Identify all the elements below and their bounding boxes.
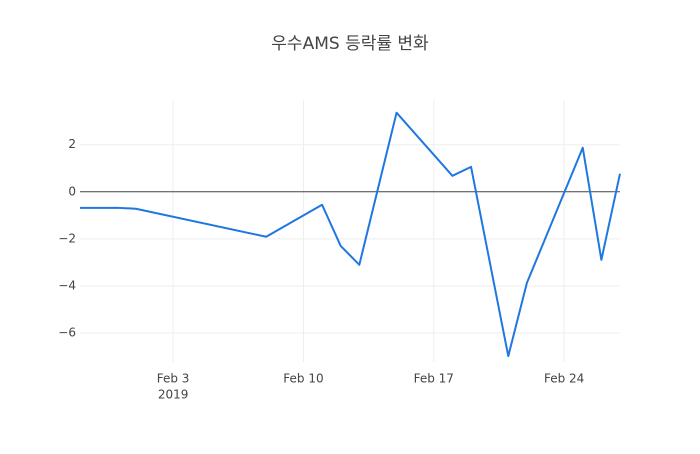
y-tick-label: −6 xyxy=(58,326,76,340)
x-tick-label: Feb 17 xyxy=(414,372,454,386)
x-tick-label: Feb 10 xyxy=(283,372,323,386)
y-tick-label: 2 xyxy=(68,137,76,151)
x-tick-label: Feb 3 xyxy=(157,372,190,386)
chart-title: 우수AMS 등락률 변화 xyxy=(271,34,429,54)
x-tick-label: Feb 24 xyxy=(544,372,584,386)
y-tick-label: −2 xyxy=(58,231,76,245)
x-year-label: 2019 xyxy=(158,388,189,402)
y-tick-label: −4 xyxy=(58,278,76,292)
line xyxy=(80,111,621,358)
y-tick-label: 0 xyxy=(68,184,76,198)
